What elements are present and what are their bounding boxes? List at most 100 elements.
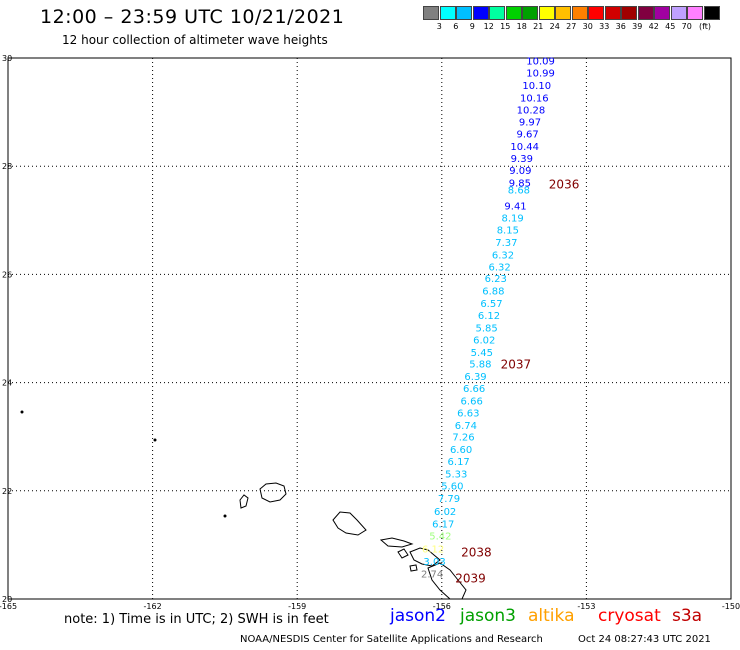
swh-value: 9.97 [519,117,541,128]
swh-value: 9.09 [509,166,531,177]
satellite-s3a: s3a [672,606,703,626]
swh-value: 10.99 [526,69,555,80]
swh-value: 6.12 [422,545,444,556]
map-subtitle: 12 hour collection of altimeter wave hei… [62,33,328,47]
islet-kaula [223,514,227,518]
axis-tick-labels: -165 -162 -159 -156 -153 -150 30 28 26 24 22 20 [0,54,740,611]
swh-value: 10.16 [520,93,549,104]
lat-tick-label: 28 [2,162,12,171]
legend-label: 33 [599,22,610,31]
legend-label: 24 [549,22,560,31]
lat-tick-label: 20 [2,595,12,604]
swh-value: 9.67 [516,130,538,141]
swh-value: 6.74 [455,421,477,432]
legend-swatch [588,6,604,20]
legend-swatch [505,6,522,20]
legend-swatch [687,6,703,20]
legend-label: 45 [665,22,676,31]
legend-swatch [654,6,670,20]
island-kauai [259,482,287,503]
island-kahoolawe [409,564,418,572]
map-grid [8,58,731,599]
swh-value: 9.85 [509,178,531,189]
legend-label: 39 [632,22,643,31]
pass-label: 2037 [501,358,532,372]
swh-value: 8.19 [502,214,524,225]
legend-swatch [423,6,439,20]
swh-value: 6.12 [478,311,500,322]
swh-value: 6.17 [448,457,470,468]
swh-value: 6.63 [457,408,479,419]
swh-value: 6.57 [480,299,502,310]
pass-label: 2038 [461,545,492,559]
swh-value: 10.09 [526,57,555,68]
swh-value: 10.10 [522,81,551,92]
lon-tick-label: -156 [433,602,451,611]
legend-swatch [538,6,555,20]
legend-swatch [670,6,687,20]
pass-label: 2039 [455,571,486,585]
legend-label: 9 [469,22,475,31]
swh-value: 8.15 [497,225,519,236]
swh-value: 5.60 [441,481,463,492]
lat-tick-label: 26 [2,270,12,279]
island-maui [409,547,441,567]
swh-value: 7.37 [495,238,517,249]
legend-label: 3 [436,22,442,31]
legend-label: 70 [681,22,692,31]
swh-value: 6.66 [463,384,485,395]
legend-swatch [456,6,472,20]
legend-swatch [703,6,720,20]
legend-label: 36 [615,22,626,31]
swh-value: 6.60 [450,445,472,456]
swh-value: 6.88 [482,287,504,298]
swh-value: 9.39 [511,154,533,165]
lon-tick-label: -150 [722,602,740,611]
swh-value: 5.45 [471,348,493,359]
swh-value: 7.26 [452,433,474,444]
lat-tick-label: 22 [2,487,12,496]
legend-swatch [472,6,489,20]
legend-label: 42 [648,22,659,31]
swh-value: 8.68 [508,185,530,196]
legend-swatch [489,6,505,20]
legend-labels: 3 6 9 12 15 18 21 24 27 30 33 36 39 42 45 70 (ft) [423,22,720,31]
island-niihau [239,494,249,509]
satellite-jason3: jason3 [460,606,516,626]
legend-label: 21 [533,22,544,31]
satellite-altika: altika [528,606,575,626]
island-hawaii [427,562,467,600]
island-molokai [379,537,414,548]
legend-color-swatches [423,6,720,20]
swh-value: 6.39 [464,372,486,383]
hawaiian-islands [20,410,467,600]
legend-label: 30 [582,22,593,31]
swh-value: 3.03 [423,557,445,568]
swh-value: 5.33 [445,469,467,480]
swh-value: 6.66 [461,396,483,407]
lat-tick-label: 24 [2,379,12,388]
swh-value: 10.44 [510,142,539,153]
wave-height-legend: 3 6 9 12 15 18 21 24 27 30 33 36 39 42 45 70 (ft) [423,6,720,31]
lon-tick-label: -159 [288,602,306,611]
pass-labels: 2036 2037 2038 2039 [455,178,579,586]
swh-value: 6.32 [492,250,514,261]
swh-value: 5.85 [475,323,497,334]
generated-timestamp: Oct 24 08:27:43 UTC 2021 [578,634,711,645]
swh-value: 6.02 [473,335,495,346]
map-frame [7,57,732,600]
swh-value: 6.23 [485,274,507,285]
legend-label: 6 [453,22,459,31]
legend-swatch [439,6,456,20]
swh-value: 2.74 [421,570,443,581]
island-lanai [397,548,409,559]
legend-unit: (ft) [698,22,712,31]
swh-value: 10.28 [517,105,546,116]
lon-tick-label: -153 [577,602,595,611]
island-oahu [332,511,367,536]
footnote: note: 1) Time is in UTC; 2) SWH is in fe… [64,612,329,627]
swh-value: 7.79 [438,494,460,505]
lon-tick-label: -162 [144,602,162,611]
legend-swatch [604,6,621,20]
